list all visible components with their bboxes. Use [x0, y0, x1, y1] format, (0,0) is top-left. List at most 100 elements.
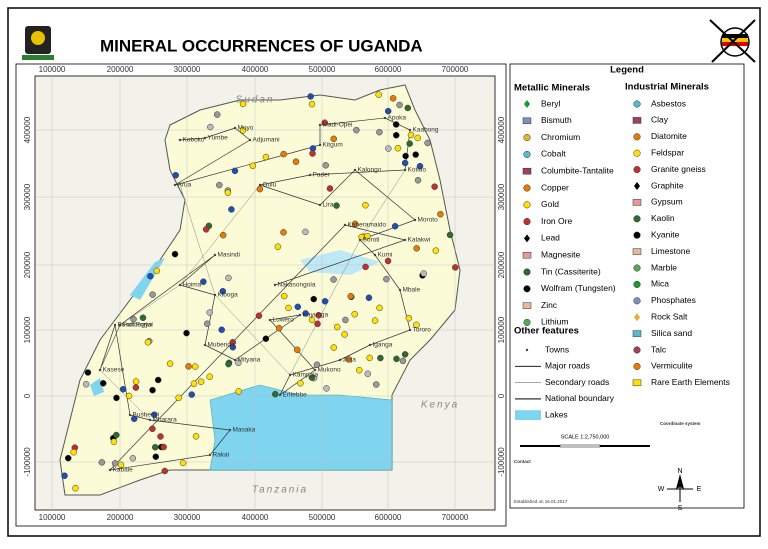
mineral-marker	[297, 379, 304, 387]
legend-symbol	[633, 231, 641, 239]
mineral-marker	[280, 150, 287, 158]
town-dot	[318, 123, 322, 127]
legend-symbol	[523, 201, 531, 209]
towns: Koboko Yumbe Moyo Adjumani Arua Kitgum Madi-Op…	[98, 115, 439, 474]
town-name: Apoka	[388, 115, 407, 122]
town-name: Kayunga	[303, 312, 329, 319]
mineral-marker	[437, 210, 444, 218]
mineral-marker	[308, 316, 316, 324]
mineral-marker	[372, 381, 380, 388]
town-dot	[178, 283, 182, 287]
mineral-marker	[179, 459, 187, 467]
town-name: Mityana	[238, 357, 261, 364]
mineral-marker	[384, 257, 392, 265]
town-dot	[403, 238, 407, 242]
mineral-marker	[125, 392, 133, 400]
mineral-marker	[151, 443, 159, 451]
x-coordinate: 100000	[39, 513, 66, 522]
legend-label: Talc	[651, 344, 667, 354]
mineral-marker	[302, 310, 309, 317]
mineral-marker	[99, 380, 107, 387]
map-outer-frame	[15, 63, 507, 527]
mineral-marker	[281, 292, 288, 300]
town-name: Katakwi	[408, 237, 431, 244]
mineral-marker	[235, 359, 242, 367]
mineral-marker	[147, 272, 154, 280]
legend-symbol	[633, 362, 641, 370]
mineral-marker	[404, 104, 412, 112]
mineral-marker	[330, 276, 337, 283]
mineral-marker	[383, 275, 390, 283]
svg-text:E: E	[697, 486, 702, 493]
legend-symbol	[515, 410, 541, 421]
mineral-marker	[152, 453, 160, 460]
town-name: Soroti	[363, 237, 380, 244]
mineral-marker	[432, 247, 440, 254]
legend-label: Lead	[541, 233, 560, 243]
mineral-marker	[219, 288, 227, 295]
y-coordinate: 0	[497, 393, 506, 398]
mineral-marker	[362, 263, 369, 271]
x-coordinate: 500000	[309, 513, 336, 522]
mineral-marker	[407, 131, 415, 139]
mineral-marker	[160, 443, 167, 451]
mineral-marker	[371, 317, 379, 324]
legend-label: Columbite-Tantalite	[541, 165, 614, 175]
legend-symbol	[633, 166, 641, 174]
town-name: Madi-Opei	[323, 122, 353, 129]
town-dot	[313, 368, 317, 372]
mineral-marker	[413, 245, 420, 252]
mineral-marker	[149, 386, 156, 394]
mineral-marker	[274, 243, 282, 250]
legend-symbol	[523, 134, 531, 142]
mineral-marker	[153, 267, 161, 275]
y-coordinate: 100000	[497, 316, 506, 343]
neighbor-country: Sudan	[236, 95, 275, 106]
mineral-marker	[376, 128, 383, 136]
town-dot	[368, 343, 372, 347]
mineral-marker	[197, 378, 205, 386]
town-dot	[358, 238, 362, 242]
mineral-marker	[129, 455, 137, 462]
y-coordinate: 100000	[23, 316, 32, 343]
town-name: Luwero	[273, 317, 295, 324]
town-dot	[298, 313, 302, 317]
town-dot	[338, 358, 342, 362]
mineral-marker	[446, 231, 454, 239]
town-name: Moyo	[238, 125, 254, 132]
mineral-marker	[420, 270, 428, 277]
legend-symbol	[632, 199, 642, 206]
town-dot	[383, 116, 387, 120]
town-name: Kalongo	[358, 167, 382, 174]
town-dot	[233, 126, 237, 130]
town-dot	[373, 253, 377, 257]
town-dot	[278, 393, 282, 397]
mineral-marker	[98, 459, 106, 466]
mineral-marker	[235, 388, 242, 395]
legend-label: Rare Earth Elements	[651, 377, 730, 387]
legend-symbol	[523, 184, 531, 192]
legend-symbol	[633, 346, 641, 354]
town-dot	[258, 183, 262, 187]
town-name: Entebbe	[283, 392, 308, 399]
legend-symbol	[633, 297, 641, 305]
mineral-marker	[326, 185, 334, 192]
mineral-marker	[213, 111, 221, 118]
mineral-marker	[132, 384, 140, 391]
legend-label: Clay	[651, 115, 669, 125]
mineral-marker	[413, 321, 420, 329]
legend-label: Wolfram (Tungsten)	[541, 283, 616, 293]
x-coordinate: 400000	[242, 65, 269, 74]
y-coordinate: 300000	[497, 183, 506, 210]
mineral-marker	[183, 329, 190, 337]
grid	[35, 76, 495, 510]
mineral-marker	[280, 229, 287, 236]
mineral-marker	[272, 390, 279, 398]
legend-symbol	[632, 330, 642, 337]
legend-label: Gypsum	[651, 197, 683, 207]
x-coordinate: 500000	[309, 65, 336, 74]
mineral-marker	[294, 303, 302, 311]
x-coordinate: 200000	[107, 513, 134, 522]
x-coordinate: 200000	[107, 65, 134, 74]
title: MINERAL OCCURRENCES OF UGANDA	[100, 36, 423, 55]
